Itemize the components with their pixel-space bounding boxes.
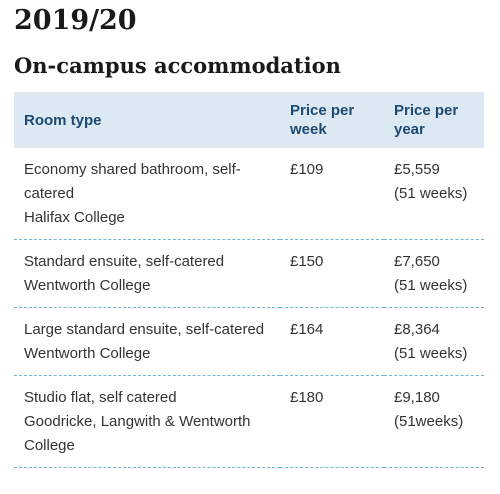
price-per-week: £164 <box>280 307 384 376</box>
column-header-price-per-year: Price per year <box>384 92 484 148</box>
price-per-year-cell: £9,180 (51weeks) <box>384 375 484 468</box>
room-type-cell: Economy shared bathroom, self-catered Ha… <box>14 148 280 240</box>
room-location: Halifax College <box>24 209 125 226</box>
section-heading: On-campus accommodation <box>14 53 341 78</box>
column-header-room-type: Room type <box>14 92 280 148</box>
table-row: Studio flat, self catered Goodricke, Lan… <box>14 375 484 468</box>
room-location: Wentworth College <box>24 277 151 294</box>
table-header-row: Room type Price per week Price per year <box>14 92 484 148</box>
price-per-year: £5,559 <box>394 161 440 178</box>
table-row: Standard ensuite, self-catered Wentworth… <box>14 239 484 308</box>
room-location: Wentworth College <box>24 345 151 362</box>
price-per-year-cell: £7,650 (51 weeks) <box>384 239 484 308</box>
room-type: Large standard ensuite, self-catered <box>24 321 265 338</box>
price-per-year-cell: £5,559 (51 weeks) <box>384 148 484 240</box>
price-per-year-cell: £8,364 (51 weeks) <box>384 307 484 376</box>
accommodation-table: Room type Price per week Price per year … <box>14 92 484 468</box>
room-location: Goodricke, Langwith & Wentworth College <box>24 413 251 454</box>
table-row: Economy shared bathroom, self-catered Ha… <box>14 148 484 240</box>
room-type-cell: Large standard ensuite, self-catered Wen… <box>14 307 280 376</box>
contract-weeks: (51 weeks) <box>394 277 468 294</box>
column-header-price-per-week: Price per week <box>280 92 384 148</box>
room-type: Studio flat, self catered <box>24 389 177 406</box>
year-heading: 2019/20 <box>14 5 137 36</box>
contract-weeks: (51 weeks) <box>394 345 468 362</box>
contract-weeks: (51weeks) <box>394 413 464 430</box>
room-type: Economy shared bathroom, self-catered <box>24 161 241 202</box>
price-per-year: £8,364 <box>394 321 440 338</box>
price-per-week: £180 <box>280 375 384 468</box>
room-type-cell: Standard ensuite, self-catered Wentworth… <box>14 239 280 308</box>
price-per-year: £9,180 <box>394 389 440 406</box>
room-type-cell: Studio flat, self catered Goodricke, Lan… <box>14 375 280 468</box>
contract-weeks: (51 weeks) <box>394 185 468 202</box>
table-row: Large standard ensuite, self-catered Wen… <box>14 307 484 376</box>
price-per-year: £7,650 <box>394 253 440 270</box>
price-per-week: £109 <box>280 148 384 240</box>
price-per-week: £150 <box>280 239 384 308</box>
room-type: Standard ensuite, self-catered <box>24 253 225 270</box>
